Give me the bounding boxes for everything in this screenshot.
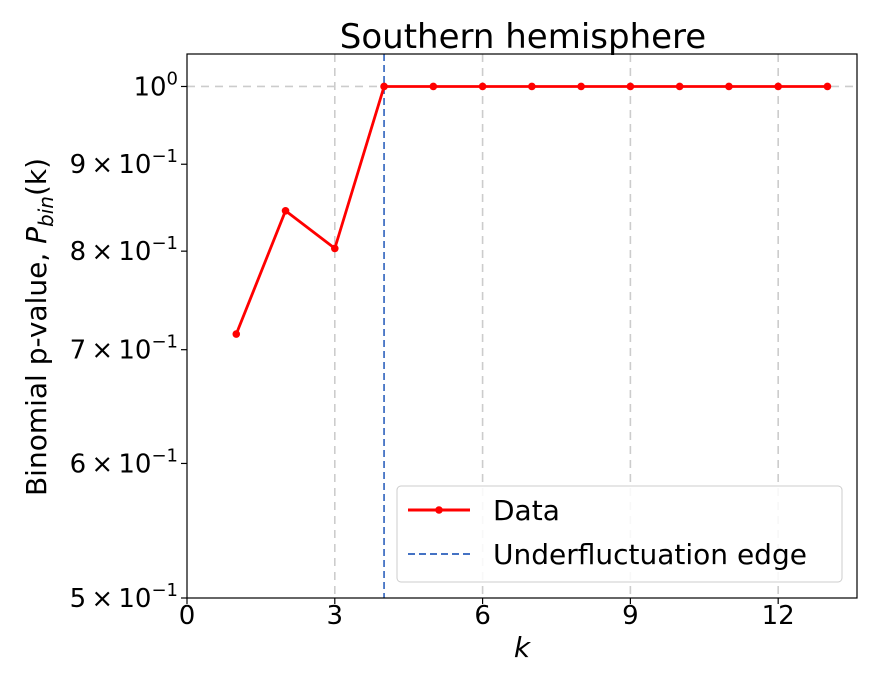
data-point — [577, 82, 585, 91]
y-tick-label: 7 × 10−1 — [70, 332, 178, 366]
legend-data-marker-swatch — [435, 506, 443, 514]
data-point — [774, 82, 782, 91]
y-tick-label: 100 — [133, 68, 178, 102]
data-point — [232, 330, 241, 338]
y-axis-ticks: 100 9 × 10−1 8 × 10−1 7 × 10−1 6 × 10−1 5 × 1… — [70, 68, 187, 614]
y-tick-label: 8 × 10−1 — [70, 233, 178, 267]
data-point — [429, 82, 438, 91]
y-tick-label: 6 × 10−1 — [70, 445, 178, 479]
data-series-line — [234, 85, 828, 335]
legend-box — [396, 485, 843, 583]
y-tick-label: 9 × 10−1 — [70, 146, 178, 180]
x-tick-label: 3 — [327, 601, 344, 631]
legend: Data Underfluctuation edge — [396, 485, 843, 583]
data-point — [725, 82, 733, 91]
y-axis-label: Binomial p-value, Pbin(k) — [20, 158, 58, 496]
legend-label-underfluctuation-edge: Underfluctuation edge — [493, 538, 807, 571]
data-point — [528, 82, 536, 91]
x-axis-label: k — [514, 631, 532, 664]
x-tick-label: 9 — [622, 601, 639, 631]
data-point — [478, 82, 487, 91]
chart-title: Southern hemisphere — [340, 17, 706, 57]
legend-label-data: Data — [493, 494, 560, 527]
data-point — [626, 82, 635, 91]
x-axis-ticks: 0 3 6 9 12 — [179, 598, 795, 631]
series-layer — [232, 82, 832, 338]
x-tick-label: 12 — [762, 601, 795, 631]
data-point — [281, 206, 290, 215]
plot-frame — [186, 53, 858, 599]
y-tick-label: 5 × 10−1 — [70, 580, 178, 614]
data-point — [823, 82, 832, 91]
data-point — [675, 82, 684, 91]
x-tick-label: 0 — [179, 601, 196, 631]
data-point — [380, 82, 388, 91]
data-point — [330, 244, 339, 253]
x-tick-label: 6 — [474, 601, 491, 631]
